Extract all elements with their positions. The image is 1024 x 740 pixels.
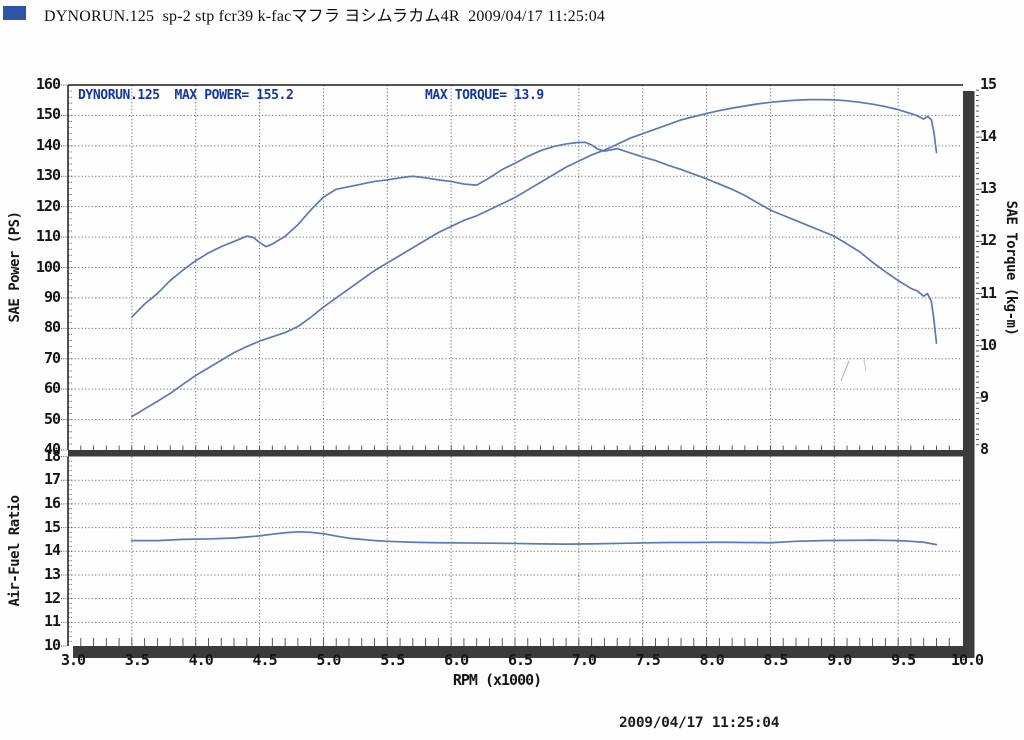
- y-tick-power: 40: [43, 440, 61, 458]
- y-tick-torque: 12: [980, 231, 997, 250]
- power-curve: [131, 98, 938, 418]
- x-tick-rpm: 3.5: [124, 651, 150, 669]
- y-tick-torque: 10: [980, 335, 997, 354]
- y-tick-afr: 18: [43, 446, 61, 465]
- x-tick-rpm: 4.0: [188, 651, 214, 669]
- chart-bottom-bar: [73, 646, 975, 658]
- y-tick-power: 130: [35, 166, 61, 185]
- x-tick-rpm: 5.0: [316, 651, 341, 669]
- y-tick-power: 110: [35, 227, 61, 246]
- y-tick-power: 140: [35, 135, 61, 154]
- y-tick-power: 60: [43, 379, 61, 398]
- y-tick-power: 120: [35, 196, 61, 215]
- header-title: DYNORUN.125 sp-2 stp fcr39 k-facマフラ ヨシムラ…: [44, 8, 606, 25]
- footer-timestamp: 2009/04/17 11:25:04: [619, 715, 780, 731]
- x-tick-rpm: 7.0: [571, 651, 597, 669]
- y-axis-title-torque: SAE Torque (kg-m): [1003, 200, 1019, 336]
- chart-divider-bar: [68, 450, 975, 457]
- y-tick-afr: 10: [43, 636, 61, 654]
- x-tick-rpm: 8.5: [763, 651, 788, 669]
- scan-artifact: [840, 360, 850, 382]
- y-axis-title-afr: Air-Fuel Ratio: [7, 495, 23, 607]
- x-tick-rpm: 8.0: [699, 651, 725, 669]
- y-tick-afr: 13: [43, 564, 61, 583]
- annotation-max-torque: MAX TORQUE= 13.9: [425, 88, 544, 103]
- x-axis-title: RPM (x1000): [452, 671, 542, 689]
- annotation-max-power: DYNORUN.125 MAX POWER= 155.2: [78, 88, 294, 103]
- afr-curve: [131, 530, 938, 546]
- x-tick-rpm: 10.0: [950, 651, 984, 669]
- y-tick-power: 80: [43, 318, 61, 337]
- scan-artifact: [863, 359, 867, 372]
- y-tick-torque: 11: [980, 283, 997, 302]
- y-tick-power: 100: [35, 257, 61, 276]
- x-tick-rpm: 9.5: [891, 651, 916, 669]
- y-axis-title-power: SAE Power (PS): [7, 211, 23, 323]
- y-tick-torque: 13: [980, 179, 997, 198]
- y-tick-afr: 17: [43, 470, 61, 489]
- y-tick-torque: 9: [980, 387, 989, 406]
- y-tick-afr: 16: [43, 493, 61, 512]
- x-tick-rpm: 9.0: [827, 651, 852, 669]
- y-tick-afr: 14: [43, 541, 61, 560]
- x-tick-rpm: 3.0: [60, 651, 86, 669]
- torque-curve: [131, 141, 938, 344]
- chart-right-bar: [963, 91, 975, 658]
- y-tick-power: 70: [43, 348, 61, 367]
- y-tick-afr: 11: [43, 612, 61, 631]
- y-tick-afr: 15: [43, 517, 61, 536]
- y-tick-power: 50: [43, 409, 61, 428]
- x-tick-rpm: 7.5: [635, 651, 661, 669]
- y-tick-power: 150: [35, 105, 61, 124]
- y-tick-torque: 8: [980, 440, 989, 458]
- y-tick-power: 160: [35, 75, 61, 93]
- y-tick-torque: 15: [980, 75, 997, 93]
- x-tick-rpm: 6.0: [444, 651, 469, 669]
- header-logo-mark: [3, 6, 26, 20]
- x-tick-rpm: 5.5: [380, 651, 405, 669]
- x-tick-rpm: 6.5: [507, 651, 533, 669]
- y-tick-power: 90: [43, 287, 61, 306]
- x-tick-rpm: 4.5: [252, 651, 278, 669]
- y-tick-torque: 14: [980, 127, 997, 146]
- y-tick-afr: 12: [43, 588, 61, 607]
